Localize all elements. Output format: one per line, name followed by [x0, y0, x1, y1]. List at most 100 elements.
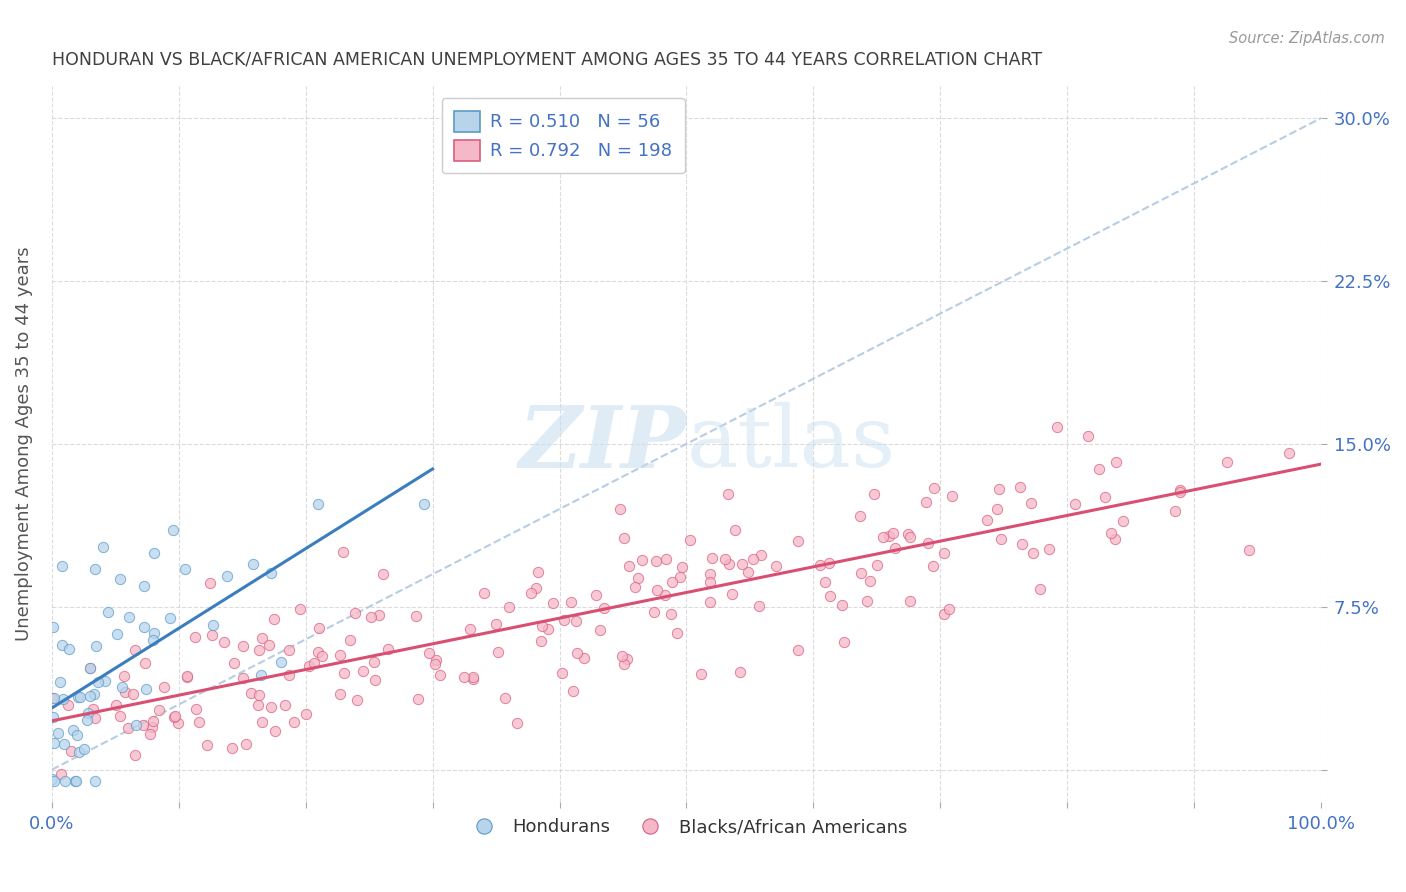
Point	[612, 649, 634, 664]
Point	[699, 566, 721, 581]
Point	[699, 595, 721, 609]
Point	[613, 657, 636, 671]
Point	[429, 668, 451, 682]
Point	[425, 657, 447, 671]
Point	[1010, 480, 1032, 494]
Point	[463, 672, 485, 686]
Point	[915, 495, 938, 509]
Point	[741, 551, 763, 566]
Point	[360, 610, 382, 624]
Point	[1112, 514, 1135, 528]
Y-axis label: Unemployment Among Ages 35 to 44 years: Unemployment Among Ages 35 to 44 years	[15, 246, 32, 641]
Point	[609, 502, 631, 516]
Point	[553, 613, 575, 627]
Point	[643, 605, 665, 619]
Point	[105, 698, 128, 712]
Point	[176, 668, 198, 682]
Point	[987, 483, 1010, 497]
Point	[307, 645, 329, 659]
Point	[561, 684, 583, 698]
Point	[1216, 455, 1239, 469]
Point	[530, 633, 553, 648]
Point	[765, 559, 787, 574]
Point	[486, 645, 509, 659]
Point	[1046, 420, 1069, 434]
Point	[66, 728, 89, 742]
Point	[617, 559, 640, 574]
Point	[174, 562, 197, 576]
Point	[288, 602, 311, 616]
Point	[108, 572, 131, 586]
Point	[425, 652, 447, 666]
Point	[125, 717, 148, 731]
Point	[79, 661, 101, 675]
Point	[986, 502, 1008, 516]
Point	[135, 681, 157, 696]
Point	[872, 530, 894, 544]
Point	[412, 497, 434, 511]
Point	[183, 630, 205, 644]
Point	[188, 714, 211, 729]
Point	[131, 718, 153, 732]
Point	[976, 513, 998, 527]
Point	[124, 643, 146, 657]
Point	[56, 698, 79, 712]
Point	[787, 643, 810, 657]
Point	[917, 536, 939, 550]
Point	[139, 726, 162, 740]
Text: atlas: atlas	[686, 402, 896, 485]
Point	[932, 607, 955, 621]
Point	[526, 565, 548, 579]
Point	[97, 605, 120, 619]
Point	[111, 680, 134, 694]
Point	[302, 656, 325, 670]
Point	[108, 709, 131, 723]
Point	[817, 557, 839, 571]
Point	[352, 664, 374, 678]
Point	[699, 574, 721, 589]
Point	[84, 773, 107, 788]
Point	[247, 698, 270, 713]
Point	[665, 625, 688, 640]
Point	[215, 568, 238, 582]
Point	[654, 588, 676, 602]
Point	[585, 589, 607, 603]
Point	[453, 670, 475, 684]
Point	[494, 690, 516, 705]
Point	[77, 706, 100, 721]
Point	[724, 523, 747, 537]
Point	[69, 745, 91, 759]
Point	[787, 533, 810, 548]
Point	[659, 607, 682, 622]
Point	[142, 546, 165, 560]
Point	[163, 709, 186, 723]
Point	[1021, 546, 1043, 560]
Point	[551, 666, 574, 681]
Point	[105, 627, 128, 641]
Point	[565, 646, 588, 660]
Point	[737, 565, 759, 579]
Point	[339, 633, 361, 648]
Point	[239, 686, 262, 700]
Point	[728, 665, 751, 679]
Point	[42, 620, 65, 634]
Point	[690, 667, 713, 681]
Point	[537, 622, 560, 636]
Point	[118, 610, 141, 624]
Point	[368, 607, 391, 622]
Point	[624, 581, 647, 595]
Point	[69, 690, 91, 704]
Point	[87, 674, 110, 689]
Point	[498, 600, 520, 615]
Text: Source: ZipAtlas.com: Source: ZipAtlas.com	[1229, 31, 1385, 46]
Point	[46, 726, 69, 740]
Point	[83, 687, 105, 701]
Point	[1019, 496, 1042, 510]
Point	[79, 661, 101, 675]
Point	[859, 574, 882, 588]
Point	[645, 554, 668, 568]
Point	[921, 558, 943, 573]
Point	[76, 714, 98, 728]
Point	[94, 673, 117, 688]
Point	[520, 586, 543, 600]
